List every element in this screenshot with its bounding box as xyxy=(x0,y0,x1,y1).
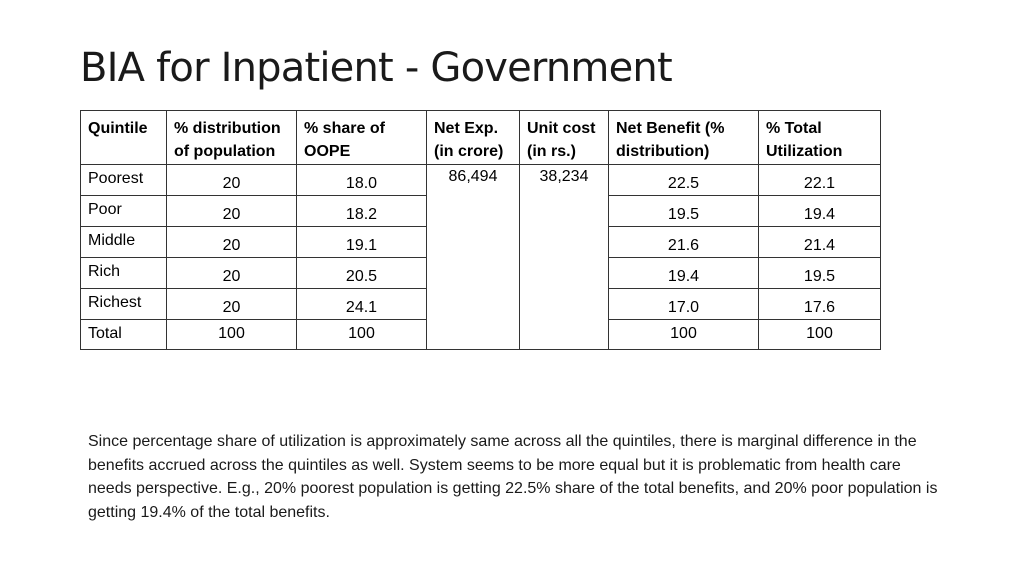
population-cell: 20 xyxy=(166,164,297,196)
utilization-cell: 22.1 xyxy=(758,164,881,196)
net-benefit-cell: 100 xyxy=(608,319,759,350)
table-header-row: Quintile % distribution of population % … xyxy=(80,110,881,165)
net-benefit-cell: 21.6 xyxy=(608,226,759,258)
header-net-benefit: Net Benefit (% distribution) xyxy=(608,110,759,165)
oope-cell: 18.2 xyxy=(296,195,427,227)
quintile-cell: Total xyxy=(80,319,167,350)
population-cell: 100 xyxy=(166,319,297,350)
header-total-utilization: % Total Utilization xyxy=(758,110,881,165)
table-row: Poor 20 18.2 19.5 19.4 xyxy=(80,195,881,227)
quintile-cell: Rich xyxy=(80,257,167,289)
oope-cell: 100 xyxy=(296,319,427,350)
oope-cell: 20.5 xyxy=(296,257,427,289)
unit-cost-cell: 38,234 xyxy=(519,164,609,350)
header-unit-cost: Unit cost (in rs.) xyxy=(519,110,609,165)
slide-title: BIA for Inpatient - Government xyxy=(80,45,673,91)
oope-cell: 19.1 xyxy=(296,226,427,258)
table-row: Rich 20 20.5 19.4 19.5 xyxy=(80,257,881,289)
oope-cell: 24.1 xyxy=(296,288,427,320)
table-total-row: Total 100 100 100 100 xyxy=(80,319,881,350)
utilization-cell: 19.4 xyxy=(758,195,881,227)
utilization-cell: 19.5 xyxy=(758,257,881,289)
quintile-cell: Richest xyxy=(80,288,167,320)
oope-cell: 18.0 xyxy=(296,164,427,196)
header-oope-share: % share of OOPE xyxy=(296,110,427,165)
table-row: Middle 20 19.1 21.6 21.4 xyxy=(80,226,881,258)
utilization-cell: 21.4 xyxy=(758,226,881,258)
quintile-cell: Middle xyxy=(80,226,167,258)
header-net-exp: Net Exp. (in crore) xyxy=(426,110,520,165)
table-row: Poorest 20 18.0 86,494 38,234 22.5 22.1 xyxy=(80,164,881,350)
population-cell: 20 xyxy=(166,226,297,258)
net-benefit-cell: 17.0 xyxy=(608,288,759,320)
net-exp-cell: 86,494 xyxy=(426,164,520,350)
utilization-cell: 17.6 xyxy=(758,288,881,320)
quintile-cell: Poor xyxy=(80,195,167,227)
header-population-distribution: % distribution of population xyxy=(166,110,297,165)
population-cell: 20 xyxy=(166,195,297,227)
net-benefit-cell: 22.5 xyxy=(608,164,759,196)
utilization-cell: 100 xyxy=(758,319,881,350)
population-cell: 20 xyxy=(166,257,297,289)
net-benefit-cell: 19.4 xyxy=(608,257,759,289)
quintile-cell: Poorest xyxy=(80,164,167,196)
net-benefit-cell: 19.5 xyxy=(608,195,759,227)
population-cell: 20 xyxy=(166,288,297,320)
description-paragraph: Since percentage share of utilization is… xyxy=(88,433,938,521)
bia-table: Quintile % distribution of population % … xyxy=(80,110,881,350)
header-quintile: Quintile xyxy=(80,110,167,165)
table-row: Richest 20 24.1 17.0 17.6 xyxy=(80,288,881,320)
